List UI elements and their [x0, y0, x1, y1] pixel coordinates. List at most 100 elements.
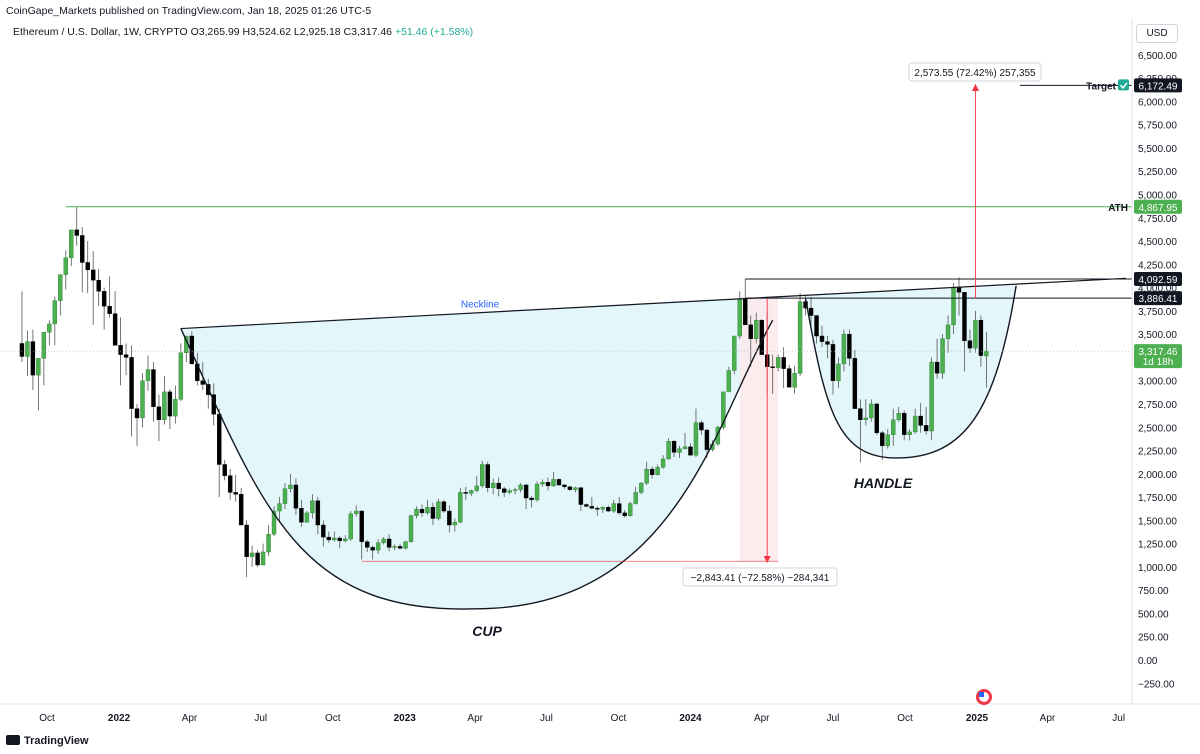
candle-down — [847, 333, 852, 359]
y-tick-label: −250.00 — [1138, 679, 1175, 690]
candle-up — [69, 229, 74, 259]
ohlc-values: O3,265.99 H3,524.62 L2,925.18 C3,317.46 — [190, 26, 393, 38]
candle-up — [912, 415, 918, 433]
candle-down — [151, 369, 156, 407]
candle-up — [540, 481, 545, 485]
y-tick-label: 250.00 — [1138, 633, 1169, 644]
candle-down — [96, 279, 101, 292]
y-tick-label: 2,750.00 — [1138, 400, 1177, 411]
candle-up — [792, 373, 797, 388]
candle-down — [852, 358, 858, 409]
candle-down — [562, 484, 567, 488]
ath-pill-text: 4,867.95 — [1139, 203, 1178, 214]
candle-up — [512, 489, 518, 491]
candle-up — [282, 488, 288, 504]
candle-up — [841, 333, 847, 365]
candle-up — [452, 522, 458, 526]
x-tick-label: 2023 — [394, 713, 417, 724]
candle-up — [25, 341, 30, 357]
candle-up — [41, 332, 47, 359]
candle-down — [956, 287, 962, 293]
candle-up — [611, 503, 616, 512]
x-tick-label: Apr — [182, 713, 198, 724]
ath-pill — [1134, 199, 1182, 214]
candle-down — [589, 506, 595, 509]
candle-down — [529, 497, 534, 501]
candle-up — [638, 482, 644, 493]
candle-down — [786, 368, 792, 388]
target-check-icon — [1118, 79, 1129, 91]
candle-up — [343, 538, 348, 542]
cup-label: CUP — [472, 623, 502, 639]
candle-up — [507, 490, 512, 493]
candle-down — [545, 481, 551, 487]
candle-up — [600, 507, 606, 510]
y-tick-label: 4,250.00 — [1138, 260, 1177, 271]
candle-up — [929, 361, 934, 432]
y-tick-label: 6,000.00 — [1138, 97, 1177, 108]
tradingview-logo-icon — [6, 735, 20, 745]
x-tick-label: 2025 — [966, 713, 989, 724]
current-price-text: 3,317.46 — [1139, 347, 1178, 358]
candle-down — [386, 538, 392, 548]
candle-up — [277, 503, 282, 512]
candle-up — [863, 417, 869, 421]
candle-up — [682, 446, 688, 449]
candle-down — [523, 484, 529, 499]
y-tick-label: 3,750.00 — [1138, 307, 1177, 318]
candle-down — [299, 508, 304, 523]
candle-up — [633, 492, 638, 504]
y-tick-label: 5,750.00 — [1138, 121, 1177, 132]
currency-button[interactable]: USD — [1136, 24, 1178, 43]
y-tick-label: 500.00 — [1138, 609, 1169, 620]
candle-down — [90, 269, 96, 281]
candle-down — [858, 408, 863, 421]
x-tick-label: Apr — [1040, 713, 1056, 724]
x-tick-label: 2022 — [108, 713, 131, 724]
candle-up — [984, 350, 989, 357]
y-tick-label: 5,000.00 — [1138, 191, 1177, 202]
candle-down — [233, 492, 238, 495]
publisher-header: CoinGape_Markets published on TradingVie… — [6, 5, 372, 17]
handle-curve — [804, 285, 1017, 459]
neckline-label: Neckline — [461, 300, 500, 311]
handle-label: HANDLE — [854, 475, 913, 491]
candle-down — [748, 324, 753, 340]
candle-up — [518, 484, 523, 490]
candle-down — [129, 357, 134, 409]
candle-down — [222, 464, 227, 476]
candle-up — [885, 434, 890, 447]
x-tick-label: 2024 — [679, 713, 702, 724]
candle-up — [721, 391, 726, 428]
candle-down — [189, 335, 195, 365]
candle-down — [501, 488, 507, 493]
candle-down — [781, 357, 786, 369]
candle-down — [397, 546, 403, 549]
candle-up — [408, 515, 414, 542]
measure-up-text: 2,573.55 (72.42%) 257,355 — [914, 68, 1036, 79]
candle-down — [364, 541, 370, 548]
candle-down — [293, 484, 299, 509]
candle-down — [704, 429, 710, 450]
candle-up — [644, 468, 649, 484]
candle-up — [693, 422, 699, 456]
candle-up — [907, 431, 912, 435]
y-tick-label: 750.00 — [1138, 586, 1169, 597]
y-tick-label: 5,500.00 — [1138, 144, 1177, 155]
candle-down — [326, 536, 332, 541]
candle-up — [381, 538, 386, 543]
candle-up — [145, 369, 151, 381]
candle-up — [52, 300, 58, 325]
resistance-pill-text: 4,092.59 — [1139, 275, 1178, 286]
candle-up — [491, 482, 496, 488]
candle-up — [896, 413, 901, 421]
candle-down — [315, 500, 321, 526]
target-label: Target — [1086, 81, 1116, 92]
target-pill — [1134, 78, 1182, 93]
candle-up — [715, 427, 721, 445]
candle-down — [123, 354, 129, 358]
check-mark-icon — [1119, 82, 1128, 89]
candle-down — [255, 552, 260, 566]
candle-up — [836, 363, 841, 381]
